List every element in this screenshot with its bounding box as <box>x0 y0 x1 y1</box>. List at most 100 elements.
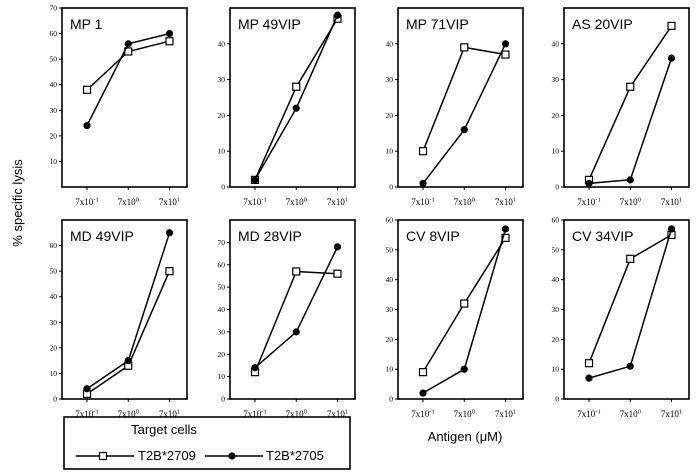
legend-box <box>63 416 351 470</box>
y-tick-label: 0 <box>555 395 559 404</box>
x-tick-label: 7x10-1 <box>577 197 600 208</box>
y-tick-label: 10 <box>552 147 560 156</box>
x-tick-label: 7x100 <box>286 409 307 420</box>
panel-frame <box>397 7 524 188</box>
series-line <box>588 57 673 185</box>
y-tick-label: 30 <box>386 305 394 314</box>
legend-label-t2b2705: T2B*2705 <box>266 448 324 463</box>
panel-title: MP 49VIP <box>238 16 301 32</box>
panel-4: AS 20VIP 0 10 20 30 40 7x10-1 7x100 7x101 <box>552 7 690 208</box>
data-point-circle <box>585 374 593 382</box>
y-tick-label: 30 <box>218 327 226 336</box>
panel-frame <box>229 7 356 188</box>
data-point-circle <box>333 11 342 19</box>
x-tick-label: 7x101 <box>159 197 180 208</box>
data-point-square <box>501 233 510 242</box>
y-tick-label: 30 <box>552 75 560 84</box>
series-line <box>588 234 672 364</box>
x-tick-label: 7x101 <box>327 409 348 420</box>
y-tick-label: 20 <box>386 111 394 120</box>
panel-frame <box>61 7 188 188</box>
series-t2b2705 <box>251 243 342 372</box>
panel-frame <box>61 219 188 400</box>
y-tick-label: 50 <box>50 55 58 64</box>
y-tick-label: 40 <box>218 39 226 48</box>
x-tick-label: 7x100 <box>454 197 475 208</box>
y-tick-label: 0 <box>389 395 393 404</box>
data-point-square <box>292 267 301 276</box>
y-tick-label: 10 <box>218 372 226 381</box>
y-tick-label: 40 <box>552 275 560 284</box>
x-tick-label: 7x101 <box>661 409 682 420</box>
panel-3: MP 71VIP 0 10 20 30 40 7x10-1 7x100 7x101 <box>386 7 524 208</box>
y-tick-label: 10 <box>386 147 394 156</box>
series-t2b2705 <box>419 40 510 188</box>
data-point-square <box>165 267 174 276</box>
series-t2b2705 <box>83 229 174 393</box>
data-point-circle <box>667 225 676 233</box>
y-tick-label: 10 <box>218 147 226 156</box>
data-point-circle <box>501 225 510 233</box>
data-point-square <box>626 254 635 263</box>
y-tick-label: 50 <box>552 245 560 254</box>
y-tick-label: 40 <box>386 39 394 48</box>
series-t2b2709 <box>250 267 342 377</box>
data-point-square <box>626 82 635 91</box>
data-point-circle <box>124 40 132 48</box>
y-axis-label: % specific lysis <box>10 159 25 247</box>
series-t2b2709 <box>250 14 342 184</box>
series-line <box>422 46 506 152</box>
legend: Target cells T2B*2709 T2B*2705 <box>63 416 351 470</box>
y-tick-label: 70 <box>218 238 226 247</box>
y-tick-label: 60 <box>386 216 394 225</box>
panel-frame <box>563 7 690 188</box>
legend-label-t2b2709: T2B*2709 <box>138 448 196 463</box>
data-point-circle <box>251 176 259 184</box>
data-point-square <box>460 43 469 52</box>
x-tick-label: 7x101 <box>159 409 180 420</box>
data-point-square <box>460 299 469 308</box>
y-tick-label: 40 <box>50 80 58 89</box>
legend-marker-t2b2709 <box>98 451 108 461</box>
y-tick-label: 30 <box>50 318 58 327</box>
data-point-circle <box>501 40 510 48</box>
data-point-circle <box>626 176 634 184</box>
y-tick-label: 70 <box>50 4 58 13</box>
series-line <box>86 270 171 395</box>
x-tick-label: 7x10-1 <box>411 197 434 208</box>
data-point-circle <box>165 229 174 237</box>
x-tick-label: 7x100 <box>286 197 307 208</box>
y-tick-label: 40 <box>218 305 226 314</box>
y-tick-label: 40 <box>552 39 560 48</box>
y-tick-label: 20 <box>552 335 560 344</box>
legend-title: Target cells <box>131 422 197 437</box>
panel-title: CV 34VIP <box>572 228 633 244</box>
y-tick-label: 0 <box>555 183 559 192</box>
x-tick-label: 7x10-1 <box>75 409 98 420</box>
x-tick-label: 7x101 <box>327 197 348 208</box>
panel-5: MD 49VIP 0 10 20 30 40 50 60 7x10-1 7x100 7x101 <box>50 219 188 420</box>
y-tick-label: 0 <box>221 183 225 192</box>
y-tick-label: 10 <box>552 365 560 374</box>
y-tick-label: 50 <box>50 267 58 276</box>
panel-6: MD 28VIP 0 10 20 30 40 50 60 70 7x10-1 7x100 7x101 <box>218 219 356 420</box>
panel-7: CV 8VIP 0 10 20 30 40 50 60 7x10-1 7x100 7x101 <box>386 216 524 419</box>
series-t2b2705 <box>585 54 676 188</box>
y-tick-label: 10 <box>386 365 394 374</box>
series-line <box>254 246 339 369</box>
data-point-square <box>584 359 594 368</box>
y-tick-label: 0 <box>389 183 393 192</box>
x-tick-label: 7x10-1 <box>243 409 266 420</box>
y-tick-label: 60 <box>50 241 58 250</box>
y-tick-label: 10 <box>50 369 58 378</box>
series-t2b2709 <box>584 230 676 368</box>
data-point-square <box>667 21 676 30</box>
panel-1: MP 1 10 20 30 40 50 60 70 7x10-1 7x100 7x101 <box>50 4 188 208</box>
x-tick-label: 7x101 <box>495 197 516 208</box>
y-tick-label: 60 <box>50 29 58 38</box>
data-point-circle <box>333 243 342 251</box>
y-tick-label: 50 <box>218 283 226 292</box>
series-t2b2709 <box>418 43 510 156</box>
